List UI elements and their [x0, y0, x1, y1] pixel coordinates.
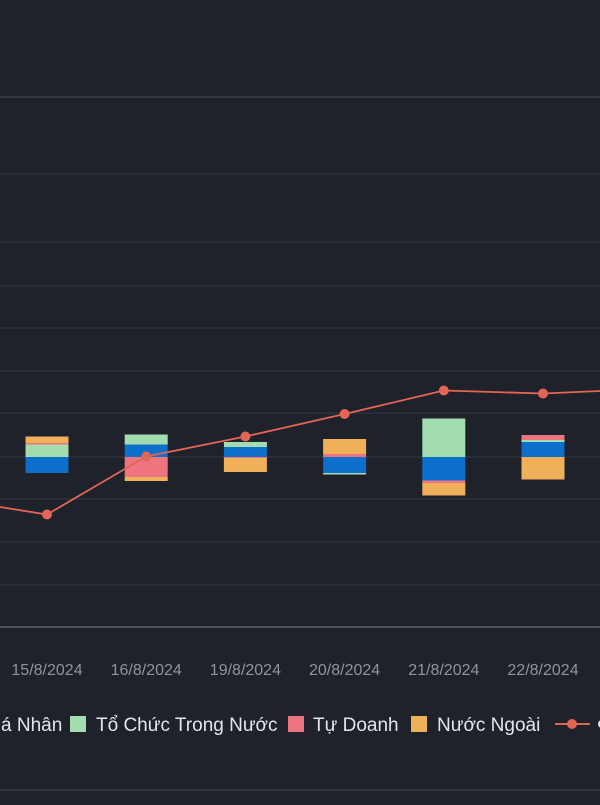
- bar-segment: [422, 418, 466, 457]
- bar-segment: [521, 440, 565, 442]
- legend-label: Tổ Chức Trong Nước: [96, 715, 278, 736]
- x-tick-label: 22/8/2024: [507, 662, 578, 679]
- bar-segment: [223, 442, 267, 447]
- bar-segment: [124, 434, 168, 445]
- bar-segment: [124, 477, 168, 481]
- legend-swatch: [411, 716, 427, 732]
- bar-segment: [223, 447, 267, 457]
- bar-segment: [25, 444, 69, 457]
- line-point: [141, 451, 152, 462]
- bar-segment: [223, 458, 267, 472]
- bar-segment: [422, 480, 466, 483]
- line-point: [438, 385, 449, 396]
- bar-segment: [422, 483, 466, 496]
- bar-segment: [323, 457, 367, 473]
- x-tick-label: 16/8/2024: [111, 662, 182, 679]
- x-tick-label: 20/8/2024: [309, 662, 380, 679]
- legend-label: Nước Ngoài: [437, 715, 540, 736]
- line-point: [240, 431, 251, 442]
- bar-segment: [25, 457, 69, 473]
- bar-segment: [323, 473, 367, 475]
- bar-segment: [521, 457, 565, 480]
- bar-segment: [422, 457, 466, 481]
- bar-segment: [25, 436, 69, 443]
- x-tick-label: 15/8/2024: [11, 662, 82, 679]
- series-line: [0, 389, 600, 516]
- bar-segment: [521, 435, 565, 440]
- line-point: [339, 409, 350, 419]
- bar-segment: [25, 443, 69, 445]
- line-point: [42, 509, 52, 520]
- legend-label: á Nhân: [1, 715, 62, 736]
- bar-segment: [521, 442, 565, 457]
- legend-swatch: [288, 716, 304, 732]
- bar-segment: [323, 454, 367, 457]
- line-point: [538, 388, 548, 399]
- bar-segment: [223, 457, 267, 458]
- x-tick-label: 21/8/2024: [408, 662, 479, 679]
- legend-swatch: [70, 716, 86, 732]
- x-tick-label: 19/8/2024: [210, 662, 281, 679]
- legend-label: Tự Doanh: [313, 715, 399, 736]
- legend-line-dot: [567, 719, 577, 729]
- bar-segment: [323, 439, 367, 454]
